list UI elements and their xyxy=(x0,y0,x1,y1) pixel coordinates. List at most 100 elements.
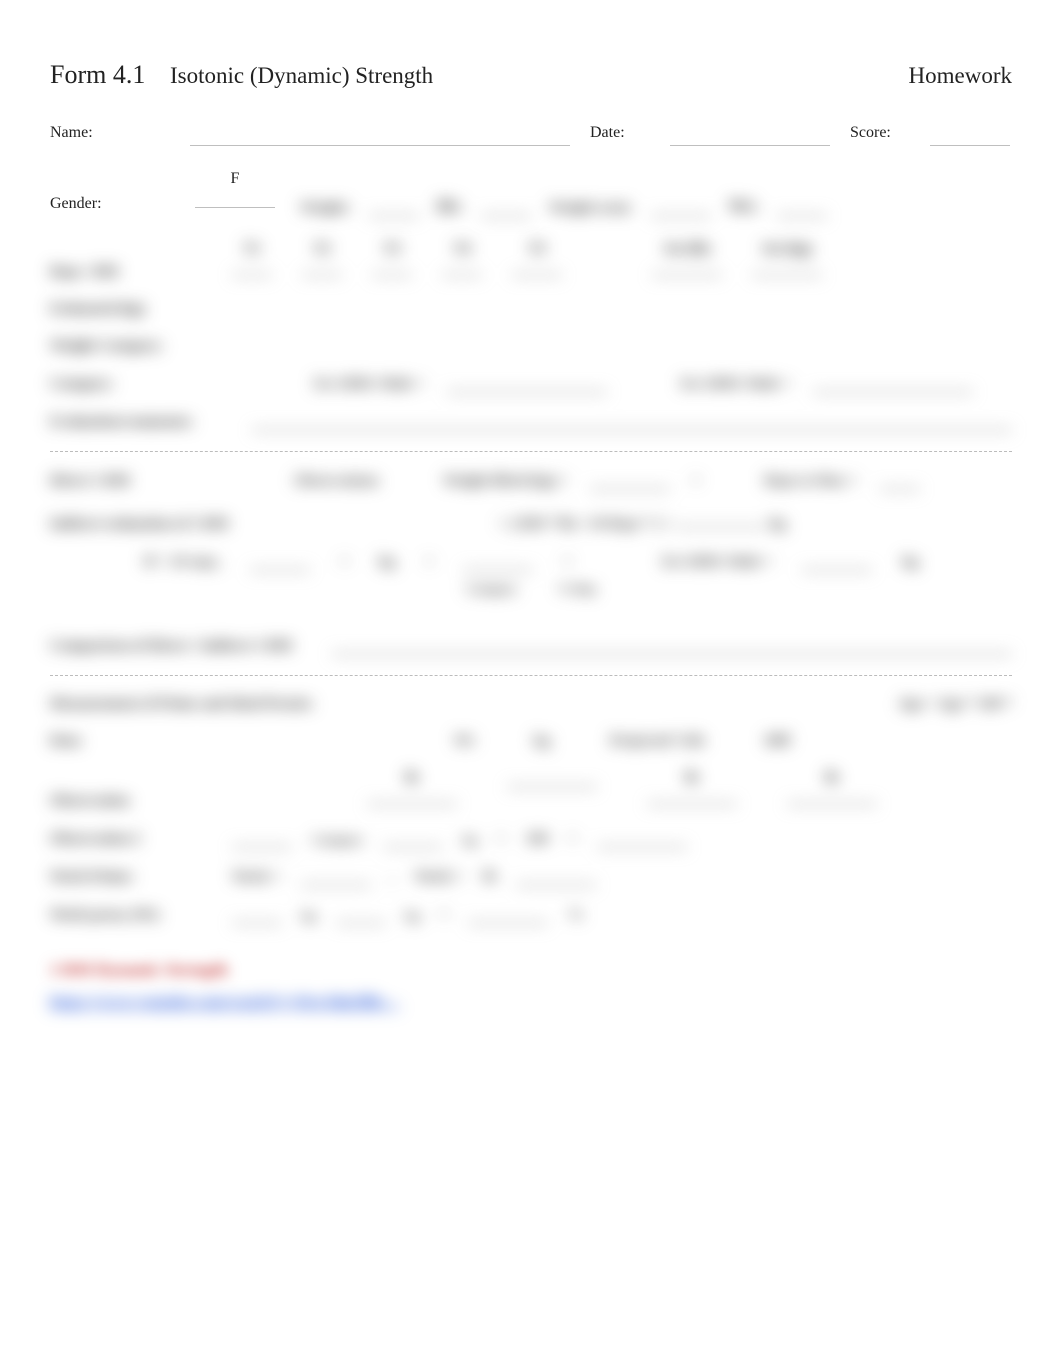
blur-line xyxy=(232,258,272,276)
blur-s3-r3-label: Observation 2 xyxy=(50,831,210,848)
label-date: Date: xyxy=(590,124,650,146)
red-heading: 1 RM Dynamic Strength xyxy=(50,960,1012,980)
blur-eq3: = xyxy=(563,554,572,571)
blur-line xyxy=(232,830,292,848)
blur-h5: T5 xyxy=(512,241,562,258)
blur-s3-v2: lb xyxy=(647,770,737,787)
blur-eq2: = xyxy=(340,554,349,571)
blur-line xyxy=(301,868,371,886)
blur-section2-title: Comparison of Direct / Indirect 1 RM xyxy=(50,638,310,655)
form-id: Form 4.1 xyxy=(50,60,170,90)
blur-sub-a: Category xyxy=(466,581,517,597)
blur-line xyxy=(232,906,282,924)
blur-s3-r3: Observation 2 Category kg = 100 = xyxy=(50,830,1012,848)
blur-line xyxy=(647,787,737,805)
blur-ra: Set (lb) xyxy=(652,241,722,258)
blur-h1: T1 xyxy=(232,241,272,258)
blur-line xyxy=(590,472,670,490)
blur-formula-row: If > 10 reps, = kg + = Est 1RM: Male = k… xyxy=(50,553,1012,571)
blur-s3-r4-c: lb xyxy=(484,869,497,886)
blur-h2: T2 xyxy=(302,241,342,258)
blur-f-right: Est 1RM: Male = xyxy=(662,554,773,571)
blur-section3-head: Measurement of Prime and Ideal Proxies A… xyxy=(50,696,1012,713)
blank-date[interactable] xyxy=(670,124,830,146)
blur-eval-row: Evaluation/comments: xyxy=(50,413,1012,431)
blur-eq4: = xyxy=(497,831,506,848)
blur-line xyxy=(252,413,1012,431)
blur-sub-row: Category % Rep xyxy=(50,581,1012,597)
gender-text: F xyxy=(231,170,240,187)
blur-s3-r3-right: kg xyxy=(463,832,477,848)
blur-ht-label: Ht: xyxy=(437,196,463,217)
blur-wt-label: Wt: xyxy=(729,196,759,217)
blur-s3-h1: kg xyxy=(534,733,550,750)
blur-line xyxy=(802,553,872,571)
blur-s3-r1: Data Wt kg Projected %ile Diff xyxy=(50,733,1012,750)
blur-s3-r2-label: Observation xyxy=(50,793,210,810)
blur-line xyxy=(332,637,1012,655)
blur-eq5: = xyxy=(568,831,577,848)
blur-line xyxy=(463,553,533,571)
blur-direct-label: Direct 1 RM xyxy=(50,473,210,490)
blur-section3-right: Age = Age * 100 * xyxy=(898,696,1012,713)
blur-direct-row: Direct 1 RM Observations Weight lifted (… xyxy=(50,472,1012,490)
blur-s3-r3-num: 100 xyxy=(526,831,549,848)
blur-line xyxy=(813,375,973,393)
blur-line xyxy=(442,258,482,276)
blur-block-2: Direct 1 RM Observations Weight lifted (… xyxy=(50,472,1012,655)
blur-s3-r5-b: kg xyxy=(406,908,420,924)
blur-cat-row: Weight Category: xyxy=(50,338,1012,355)
blur-line xyxy=(651,199,711,217)
blur-cat2-label: Category: xyxy=(50,376,210,393)
blur-line xyxy=(447,375,607,393)
blur-s3-h3: Diff xyxy=(765,733,790,750)
blur-wtcm-label: Weight (cm): xyxy=(549,200,633,217)
gender-value: F xyxy=(190,170,280,217)
blur-line xyxy=(516,868,596,886)
blur-indirect-row: Indirect estimation of 1 RM = ( RM * lbs… xyxy=(50,510,1012,533)
blur-line xyxy=(383,830,443,848)
blur-eq7: = xyxy=(439,907,448,924)
blank-name[interactable] xyxy=(190,124,570,146)
blur-cat2-row: Category: Est 1RM: Male = Est 1RM: Male … xyxy=(50,375,1012,393)
blur-est-left: Est 1RM: Male = xyxy=(314,376,425,393)
blur-line xyxy=(880,472,920,490)
blur-rb: Set (kg) xyxy=(752,241,822,258)
blur-reps-label: Reps / RM xyxy=(50,264,210,281)
blur-line xyxy=(597,830,687,848)
blur-line xyxy=(250,553,310,571)
blur-gender-rest: Weight: Ht: Weight (cm): Wt: xyxy=(300,196,1012,217)
blur-block-3: Measurement of Prime and Ideal Proxies A… xyxy=(50,696,1012,924)
blur-line xyxy=(507,770,597,788)
dashed-separator-2 xyxy=(50,675,1012,676)
blur-direct-mid: Observations xyxy=(294,473,379,490)
title-row: Form 4.1 Isotonic (Dynamic) Strength Hom… xyxy=(50,60,1012,90)
blur-line xyxy=(468,906,548,924)
blur-s3-r5-pct: % xyxy=(568,907,583,924)
blur-f-a: kg xyxy=(379,554,395,571)
form-subtitle: Isotonic (Dynamic) Strength xyxy=(170,63,909,89)
link-text: https://www.youtube.com/watch?v=QtwJdm5l… xyxy=(50,994,1012,1012)
blur-block-1: Reps / RM T1 T2 T3 T4 T5 Set (lb) Set (k… xyxy=(50,241,1012,431)
blur-direct-right: Reps to Max = xyxy=(764,473,857,490)
row-name-date-score: Name: Date: Score: xyxy=(50,124,1012,146)
blur-indirect-label: Indirect estimation of 1 RM xyxy=(50,516,250,533)
blur-s3-r5: Work proxy (W): kg kg = % xyxy=(50,906,1012,924)
blur-sub-b: % Rep xyxy=(557,581,596,597)
dashed-separator-1 xyxy=(50,451,1012,452)
blur-line xyxy=(787,787,877,805)
blur-line xyxy=(777,199,827,217)
blur-estkg-label: Estimated (kg) xyxy=(50,301,210,318)
blur-s3-r5-a: kg xyxy=(302,908,316,924)
blur-s3-r5-label: Work proxy (W): xyxy=(50,907,210,924)
blur-s3-r4: Work Prime: Work = , Work = lb xyxy=(50,868,1012,886)
blank-score[interactable] xyxy=(930,124,1010,146)
blank-gender xyxy=(195,186,275,208)
blur-s3-h0: Wt xyxy=(454,733,474,750)
blur-eq1: = xyxy=(692,473,701,490)
blur-line xyxy=(336,906,386,924)
blur-est-right: Est 1RM: Male = xyxy=(681,376,792,393)
blur-f-right2: kg xyxy=(902,554,918,571)
page: Form 4.1 Isotonic (Dynamic) Strength Hom… xyxy=(0,0,1062,1345)
blur-line xyxy=(367,787,457,805)
